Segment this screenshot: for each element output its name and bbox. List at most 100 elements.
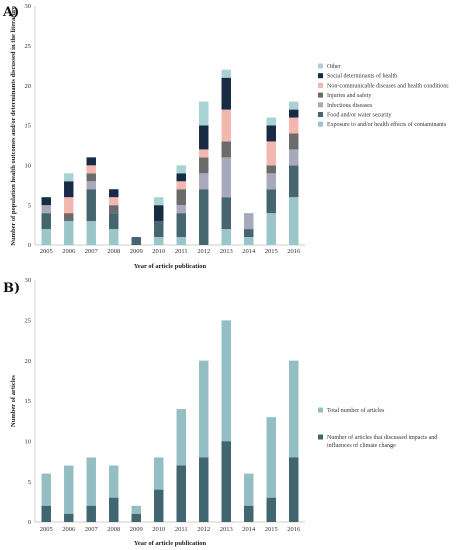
bar-number-of-articles-that-discussed-impact-2007 [86, 505, 96, 522]
panel-a-x-tick-label: 2012 [197, 248, 210, 255]
panel-a-x-tick-label: 2006 [62, 248, 76, 255]
bar-segment-social-determinants-of-health-2012 [199, 125, 209, 150]
bar-segment-social-determinants-of-health-2013 [221, 77, 231, 110]
panel-a-x-ticks: 2005 2006 2007 2008 2009 2010 2011 2012 2013 2014… [40, 248, 301, 255]
panel-b-x-tick-label: 2013 [220, 526, 233, 533]
bar-segment-infectious-diseases-2015 [266, 173, 276, 190]
bar-number-of-articles-that-discussed-impact-2011 [176, 465, 186, 522]
panel-b-x-ticks: 2005 2006 2007 2008 2009 2010 2011 2012 2013 2014… [40, 526, 301, 533]
bar-total-number-of-articles-2007 [86, 457, 96, 522]
bar-number-of-articles-that-discussed-impact-2010 [154, 489, 164, 522]
panel-b-y-tick-label: 0 [28, 519, 31, 526]
bar-segment-social-determinants-of-health-2006 [64, 181, 74, 198]
panel-a-y-ticks: 0 5 10 15 20 25 30 [25, 3, 32, 249]
bar-segment-food-and-or-water-security-2007 [86, 189, 96, 222]
bar-number-of-articles-that-discussed-impact-2014 [244, 505, 254, 522]
bar-segment-non-communicable-diseases-and-health-con-2012 [199, 149, 209, 158]
bar-number-of-articles-that-discussed-impact-2013 [221, 441, 231, 522]
bar-segment-social-determinants-of-health-2010 [154, 205, 164, 222]
bar-segment-injuries-and-safety-2008 [109, 205, 119, 214]
bar-total-number-of-articles-2012 [199, 360, 209, 522]
bar-segment-injuries-and-safety-2015 [266, 165, 276, 174]
bar-segment-exposure-to-and-or-health-effects-of-con-2013 [221, 229, 231, 245]
legend-label-injuries-and-safety: Injuries and safety [327, 92, 371, 99]
legend-label-infectious-diseases: Infectious diseases [327, 102, 373, 109]
panel-b-x-tick-label: 2012 [197, 526, 210, 533]
bar-segment-infectious-diseases-2014 [244, 213, 254, 230]
bar-segment-exposure-to-and-or-health-effects-of-con-2007 [86, 221, 96, 245]
bar-segment-other-2011 [176, 165, 186, 174]
legend-swatch-exposure-to-and-or-health-effects-of-con [318, 121, 323, 127]
bar-segment-food-and-or-water-security-2011 [176, 213, 186, 238]
bar-total-number-of-articles-2005 [41, 473, 51, 522]
bar-total-number-of-articles-2006 [64, 465, 74, 522]
panel-b-y-tick-label: 10 [25, 439, 32, 446]
bar-segment-non-communicable-diseases-and-health-con-2015 [266, 141, 276, 166]
panel-b-x-tick-label: 2015 [265, 526, 278, 533]
panel-a-y-tick-label: 5 [28, 202, 31, 209]
bar-segment-exposure-to-and-or-health-effects-of-con-2010 [154, 237, 164, 245]
bar-segment-food-and-or-water-security-2005 [41, 213, 51, 230]
bar-segment-food-and-or-water-security-2012 [199, 189, 209, 245]
bar-segment-injuries-and-safety-2007 [86, 173, 96, 182]
bar-segment-food-and-or-water-security-2009 [131, 237, 141, 245]
panel-a-x-tick-label: 2016 [287, 248, 301, 255]
bar-segment-social-determinants-of-health-2016 [289, 109, 299, 118]
panel-b-axes [34, 280, 305, 523]
bar-segment-social-determinants-of-health-2008 [109, 189, 119, 198]
panel-a-y-tick-label: 30 [25, 3, 32, 10]
panel-b-bars [41, 320, 299, 522]
bar-number-of-articles-that-discussed-impact-2016 [289, 457, 299, 522]
bar-number-of-articles-that-discussed-impact-2005 [41, 505, 51, 522]
panel-a: A) 0 5 10 15 20 25 30 2005 2006 2007 2008 2009 2010… [2, 3, 449, 270]
legend-label-food-and-or-water-security: Food and/or water security [327, 113, 391, 119]
bar-segment-injuries-and-safety-2011 [176, 189, 186, 206]
legend-label-non-communicable-diseases-and-health-con: Non-communicable diseases and health con… [327, 83, 449, 89]
panel-b-x-tick-label: 2011 [175, 526, 188, 533]
bar-segment-other-2012 [199, 101, 209, 126]
panel-a-x-tick-label: 2015 [265, 248, 278, 255]
bar-segment-exposure-to-and-or-health-effects-of-con-2015 [266, 213, 276, 245]
panel-a-x-tick-label: 2007 [85, 248, 99, 255]
legend-swatch-other [318, 63, 323, 69]
bar-number-of-articles-that-discussed-impact-2008 [109, 497, 119, 522]
panel-a-y-tick-label: 15 [25, 123, 32, 130]
bar-total-number-of-articles-2014 [244, 473, 254, 522]
panel-b-x-tick-label: 2010 [152, 526, 165, 533]
panel-b-y-tick-label: 5 [28, 479, 31, 486]
legend-label-number-of-articles-that-discussed-impact: Number of articles that discussed impact… [327, 434, 437, 449]
panel-a-x-tick-label: 2010 [152, 248, 165, 255]
panel-b-x-tick-label: 2009 [130, 526, 143, 533]
legend-label-social-determinants-of-health: Social determinants of health [327, 73, 397, 80]
panel-a-y-tick-label: 10 [25, 163, 32, 170]
legend-swatch-social-determinants-of-health [318, 73, 323, 79]
legend-swatch-total-number-of-articles [318, 407, 323, 413]
panel-b-y-tick-label: 25 [25, 318, 32, 325]
panel-a-y-axis-title: Number of population health outcomes and… [10, 6, 17, 246]
panel-a-x-tick-label: 2005 [40, 248, 53, 255]
panel-a-legend: Other Social determinants of health Non-co… [318, 63, 449, 128]
bar-segment-food-and-or-water-security-2010 [154, 221, 164, 238]
bar-total-number-of-articles-2016 [289, 360, 299, 522]
bar-segment-exposure-to-and-or-health-effects-of-con-2005 [41, 229, 51, 245]
panel-b: B) 0 5 10 15 20 25 30 2005 2006 2007 2008 2009 2010… [3, 277, 437, 547]
panel-b-x-tick-label: 2008 [107, 526, 120, 533]
panel-b-x-tick-label: 2007 [85, 526, 99, 533]
legend-swatch-number-of-articles-that-discussed-impact [318, 434, 323, 440]
panel-b-y-tick-label: 20 [25, 358, 32, 365]
bar-segment-exposure-to-and-or-health-effects-of-con-2016 [289, 197, 299, 245]
bar-number-of-articles-that-discussed-impact-2006 [64, 513, 74, 522]
panel-a-y-tick-label: 25 [25, 43, 32, 50]
bar-segment-non-communicable-diseases-and-health-con-2006 [64, 197, 74, 214]
bar-number-of-articles-that-discussed-impact-2009 [131, 513, 141, 522]
bar-segment-social-determinants-of-health-2011 [176, 173, 186, 182]
bar-segment-infectious-diseases-2016 [289, 149, 299, 166]
bar-number-of-articles-that-discussed-impact-2015 [266, 497, 276, 522]
legend-swatch-injuries-and-safety [318, 92, 323, 98]
bar-segment-non-communicable-diseases-and-health-con-2013 [221, 109, 231, 142]
bar-total-number-of-articles-2015 [266, 417, 276, 522]
panel-b-x-tick-label: 2006 [62, 526, 76, 533]
bar-segment-social-determinants-of-health-2015 [266, 125, 276, 142]
bar-segment-infectious-diseases-2005 [41, 205, 51, 214]
bar-number-of-articles-that-discussed-impact-2012 [199, 457, 209, 522]
